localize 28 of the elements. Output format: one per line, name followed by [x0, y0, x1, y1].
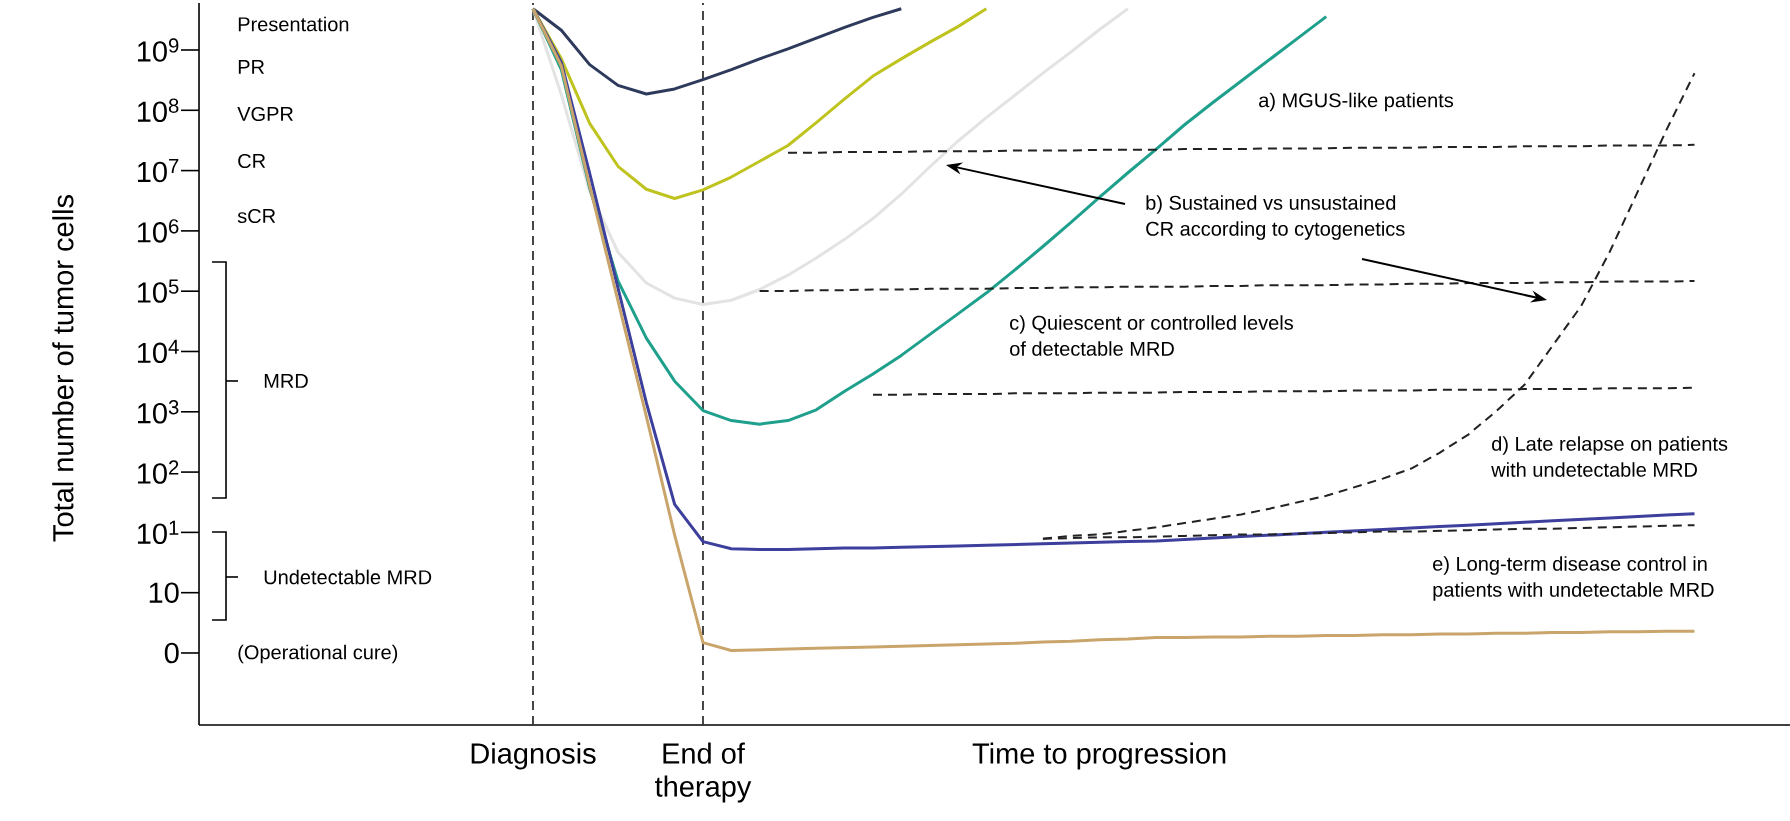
x-tick-label: Time to progression: [972, 742, 1226, 770]
annotation: c) Quiescent or controlled levels of detectable MRD: [1010, 315, 1293, 356]
annotation: e) Long-term disease control in patients with undetectable MRD: [1433, 556, 1714, 601]
text: 10$^{6}$: [137, 219, 179, 243]
text: 10$^{8}$: [137, 98, 179, 123]
x-tick-label: Diagnosis: [471, 742, 596, 770]
text: PR: [238, 60, 265, 74]
text: 10$^{3}$: [137, 400, 179, 424]
annotation: a) MGUS-like patients: [1259, 92, 1454, 112]
text: 10$^{2}$: [137, 460, 179, 484]
text: 10: [149, 582, 179, 603]
text: Total number of tumor cells: [52, 195, 74, 542]
text: MRD: [264, 374, 308, 388]
x-tick-label: End of therapy: [655, 742, 752, 803]
text: 10$^{9}$: [137, 38, 179, 62]
text: 10$^{5}$: [137, 279, 179, 303]
text: sCR: [237, 208, 276, 224]
text: 10$^{1}$: [137, 520, 179, 545]
text: Presentation: [238, 16, 349, 32]
text: VGPR: [237, 106, 293, 122]
annotation: d) Late relapse on patients with undetectable MRD: [1491, 436, 1728, 477]
annotation: b) Sustained vs unsustained CR according to cytogenetics: [1146, 195, 1405, 240]
text: 10$^{7}$: [137, 158, 179, 183]
text: CR: [238, 153, 266, 169]
text: 0: [164, 642, 179, 664]
text: 10$^{4}$: [137, 339, 179, 364]
text: Undetectable MRD: [264, 569, 432, 585]
text: (Operational cure): [238, 644, 398, 664]
